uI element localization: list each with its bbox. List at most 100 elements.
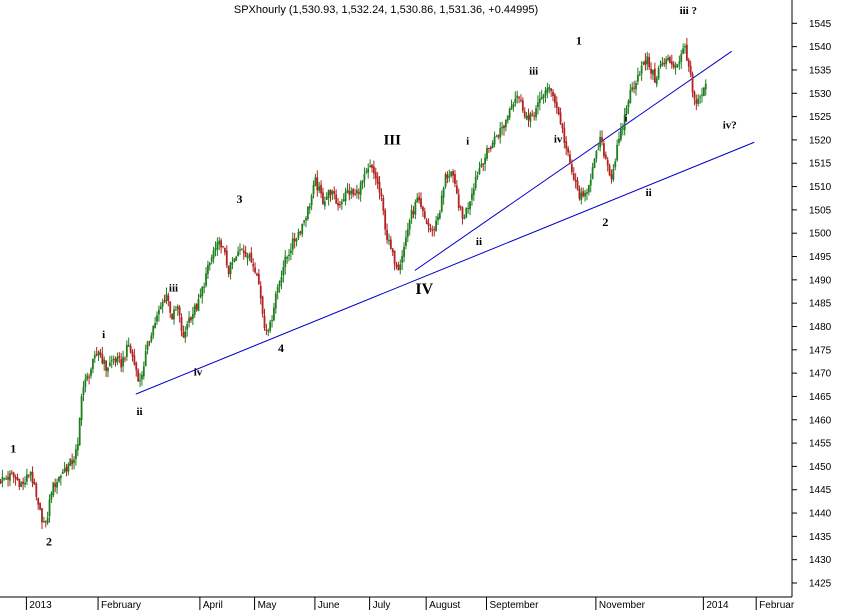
x-tick-label: July — [373, 600, 391, 610]
candle-body — [471, 193, 473, 200]
candle-body — [42, 521, 45, 523]
candle-body — [348, 191, 351, 195]
candle-body — [139, 380, 141, 382]
candle-body — [133, 355, 136, 365]
candle-body — [418, 196, 421, 201]
x-tick-label: April — [203, 600, 223, 610]
candle-body — [586, 192, 588, 194]
candle-body — [452, 171, 454, 176]
candle-body — [20, 482, 23, 487]
candle-body — [350, 190, 353, 194]
wave-label: 1 — [576, 33, 582, 47]
candle-body — [614, 161, 617, 168]
candle-body — [254, 267, 256, 273]
candle-body — [299, 231, 302, 234]
candle-body — [242, 250, 245, 254]
candle-body — [229, 262, 232, 275]
candle-body — [644, 60, 647, 65]
candle-body — [361, 180, 364, 184]
candle-body — [261, 296, 264, 314]
candle-body — [676, 63, 679, 67]
candle-body — [702, 87, 705, 96]
candle-body — [322, 192, 324, 205]
y-tick-label: 1525 — [809, 112, 832, 123]
candle-body — [625, 107, 628, 114]
candle-body — [73, 459, 75, 463]
candle-body — [205, 273, 207, 286]
candle-body — [631, 87, 634, 90]
candle-body — [693, 91, 696, 99]
candle-body — [220, 240, 223, 248]
candle-body — [359, 182, 362, 195]
candle-body — [278, 281, 281, 287]
candle-body — [7, 476, 9, 480]
candle-body — [22, 481, 25, 484]
candle-body — [14, 477, 17, 479]
candle-body — [282, 267, 285, 276]
candle-body — [623, 114, 626, 131]
candle-body — [148, 341, 151, 343]
candle-body — [480, 164, 483, 168]
x-tick-label: May — [258, 600, 277, 610]
candle-body — [184, 331, 187, 339]
candle-body — [18, 478, 21, 487]
candle-body — [529, 113, 532, 122]
y-tick-label: 1430 — [809, 555, 832, 566]
candle-body — [606, 159, 609, 166]
candle-body — [699, 96, 701, 98]
candle-body — [256, 273, 258, 276]
candle-body — [412, 211, 415, 214]
candle-body — [593, 159, 596, 169]
candle-body — [393, 250, 396, 265]
chart-title: SPXhourly (1,530.93, 1,532.24, 1,530.86,… — [234, 4, 538, 16]
candle-body — [352, 189, 355, 195]
candle-body — [478, 168, 481, 174]
candle-body — [240, 249, 243, 251]
candle-body — [146, 341, 149, 350]
candle-body — [484, 157, 487, 164]
candle-body — [252, 263, 255, 267]
candle-body — [669, 57, 671, 64]
candle-body — [88, 376, 91, 378]
candle-body — [225, 250, 228, 266]
candle-body — [190, 317, 192, 321]
candle-body — [271, 320, 273, 322]
candle-body — [397, 265, 400, 271]
candle-body — [274, 293, 277, 309]
candle-body — [9, 473, 11, 481]
candle-body — [33, 482, 36, 485]
candle-body — [544, 90, 547, 96]
candle-body — [435, 220, 437, 232]
wave-label: IV — [415, 281, 433, 298]
candle-body — [10, 472, 13, 474]
candle-body — [218, 240, 221, 245]
candle-body — [180, 316, 183, 332]
candle-body — [308, 206, 311, 209]
candle-body — [540, 97, 543, 99]
candle-body — [474, 177, 477, 189]
candle-body — [161, 301, 164, 307]
candle-body — [697, 98, 700, 104]
candle-body — [616, 144, 619, 161]
candle-body — [652, 69, 654, 75]
candle-body — [333, 191, 336, 194]
candle-body — [12, 472, 15, 478]
candle-body — [122, 357, 124, 367]
candle-body — [408, 220, 411, 230]
wave-label: ii — [136, 406, 142, 418]
candle-body — [531, 114, 534, 116]
candle-body — [263, 315, 266, 329]
candle-body — [310, 195, 313, 206]
candle-body — [578, 188, 581, 199]
candle-body — [454, 174, 456, 184]
candle-body — [357, 191, 360, 194]
candle-body — [165, 294, 168, 302]
candle-body — [107, 367, 109, 372]
candle-body — [141, 374, 143, 380]
candle-body — [171, 313, 173, 320]
candle-body — [414, 201, 417, 215]
y-tick-label: 1465 — [809, 392, 832, 403]
x-tick-label: June — [318, 600, 340, 610]
candle-body — [467, 208, 470, 210]
